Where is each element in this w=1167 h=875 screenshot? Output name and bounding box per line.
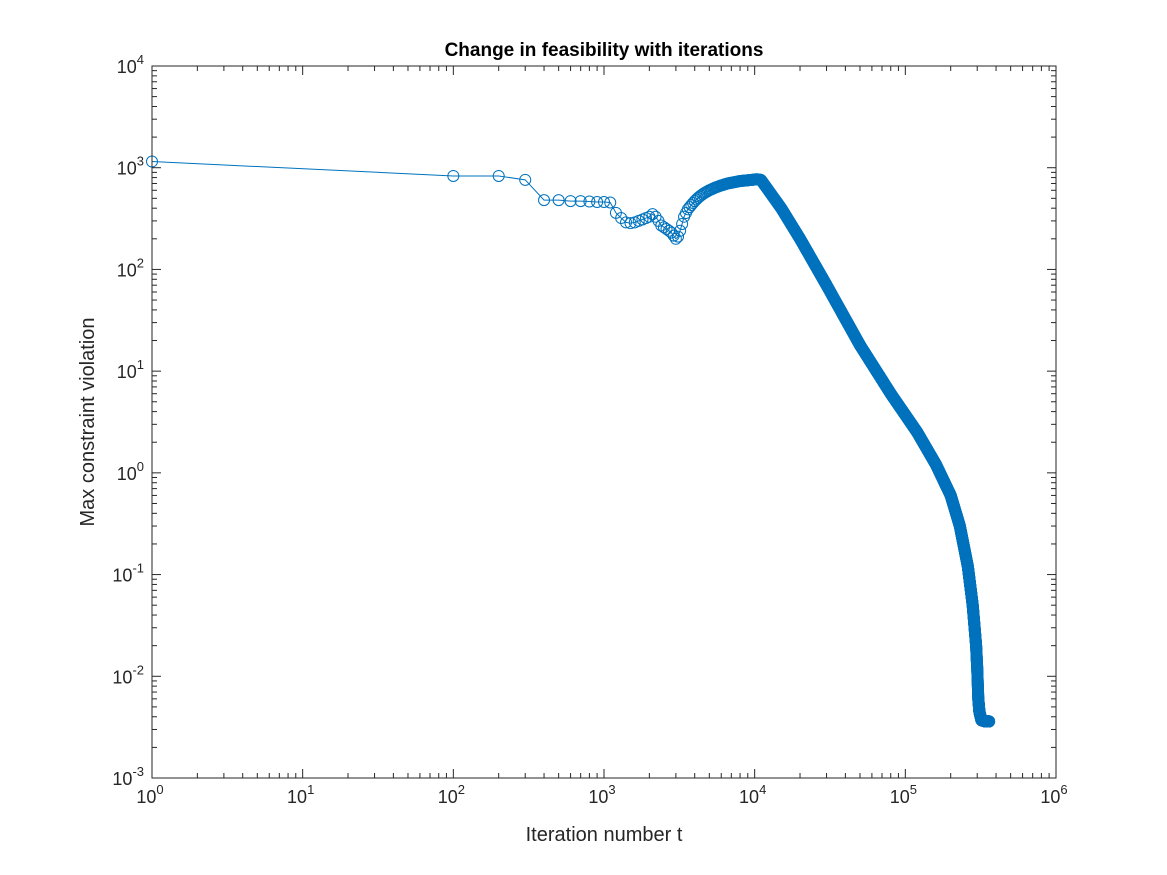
y-tick-label: 104	[117, 52, 144, 77]
data-point	[674, 224, 687, 237]
axes-box	[151, 65, 1057, 779]
chart-title: Change in feasibility with iterations	[445, 40, 764, 61]
y-tick-label: 100	[117, 459, 144, 484]
x-tick-label: 106	[1040, 782, 1067, 807]
data-point	[669, 232, 682, 245]
y-tick-label: 101	[117, 357, 144, 382]
y-tick-label: 10-1	[112, 561, 144, 586]
data-point	[667, 229, 680, 242]
data-point	[687, 197, 700, 210]
data-point	[552, 194, 565, 207]
data-point	[646, 208, 659, 221]
x-tick-label: 100	[136, 782, 163, 807]
x-axis-label: Iteration number t	[526, 824, 683, 846]
data-point	[683, 201, 696, 214]
x-tick-label: 102	[438, 782, 465, 807]
x-tick-label: 101	[287, 782, 314, 807]
data-point	[679, 206, 692, 219]
data-point	[519, 173, 532, 186]
data-point	[538, 194, 551, 207]
plot-area	[152, 66, 1056, 778]
data-point	[676, 217, 689, 230]
data-point	[615, 212, 628, 225]
data-point	[574, 195, 587, 208]
y-axis-label: Max constraint violation	[77, 318, 99, 527]
y-tick-label: 10-3	[112, 764, 144, 789]
y-tick-label: 102	[117, 255, 144, 280]
x-tick-label: 104	[739, 782, 766, 807]
data-point	[492, 169, 505, 182]
series-layer	[146, 155, 996, 728]
data-point	[591, 196, 604, 209]
data-point	[598, 196, 610, 209]
data-point	[447, 169, 460, 182]
data-point	[665, 226, 678, 239]
data-point	[649, 210, 662, 223]
x-tick-label: 105	[890, 782, 917, 807]
data-point	[983, 715, 996, 728]
data-point	[583, 195, 596, 208]
data-point	[624, 217, 637, 230]
tick-labels-layer: 100 101 102 103 104 105 106 10-3 10-2 10-1 100 101 1…	[112, 52, 1067, 807]
x-tick-label: 103	[588, 782, 615, 807]
data-point	[604, 196, 617, 209]
y-tick-label: 10-2	[112, 662, 144, 687]
data-point	[672, 230, 685, 243]
data-point	[620, 216, 633, 229]
y-tick-label: 103	[117, 154, 144, 179]
data-point	[564, 195, 577, 208]
